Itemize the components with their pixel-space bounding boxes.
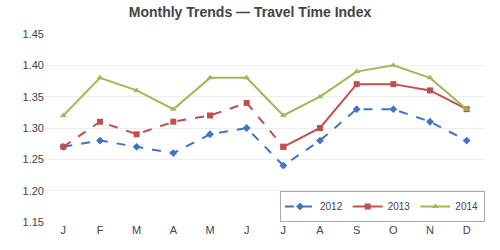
svg-text:J: J [61, 224, 67, 236]
svg-text:2012: 2012 [320, 201, 343, 212]
svg-text:1.20: 1.20 [23, 185, 44, 197]
svg-text:A: A [170, 224, 178, 236]
svg-text:1.25: 1.25 [23, 153, 44, 165]
svg-text:2014: 2014 [455, 201, 478, 212]
svg-text:Monthly Trends — Travel Time I: Monthly Trends — Travel Time Index [129, 4, 372, 20]
svg-text:O: O [389, 224, 398, 236]
svg-text:1.15: 1.15 [23, 216, 44, 228]
svg-text:M: M [205, 224, 214, 236]
svg-text:2013: 2013 [388, 201, 411, 212]
svg-text:F: F [97, 224, 104, 236]
svg-text:J: J [281, 224, 287, 236]
svg-text:D: D [463, 224, 471, 236]
svg-text:1.40: 1.40 [23, 59, 44, 71]
svg-text:S: S [353, 224, 360, 236]
svg-text:1.45: 1.45 [23, 28, 44, 40]
svg-text:1.30: 1.30 [23, 122, 44, 134]
svg-text:M: M [132, 224, 141, 236]
svg-text:A: A [316, 224, 324, 236]
svg-text:N: N [426, 224, 434, 236]
svg-text:J: J [244, 224, 250, 236]
svg-text:1.35: 1.35 [23, 91, 44, 103]
